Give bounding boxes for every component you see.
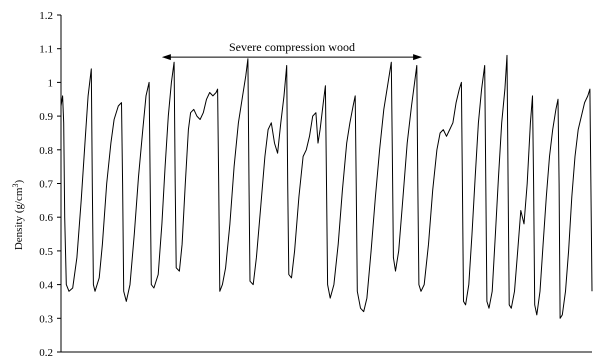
y-axis-title: Density (g/cm3) bbox=[11, 180, 25, 251]
annotation-arrowhead-right bbox=[413, 54, 423, 61]
y-axis-title-close: ) bbox=[13, 180, 25, 184]
y-tick-label: 0.5 bbox=[39, 246, 53, 258]
annotation-label: Severe compression wood bbox=[229, 40, 355, 54]
y-axis: 0.2 0.3 0.4 0.5 0.6 0.7 0.8 0.9 1 1.1 1.2 bbox=[39, 10, 592, 359]
y-tick-label: 0.9 bbox=[39, 111, 53, 123]
y-tick-label: 1.2 bbox=[39, 10, 53, 22]
y-tick-label: 0.7 bbox=[39, 179, 53, 191]
y-axis-title-superscript: 3 bbox=[11, 184, 20, 188]
y-tick-label: 0.8 bbox=[39, 145, 53, 157]
y-axis-title-main: Density (g/cm bbox=[13, 187, 25, 250]
annotation-severe-compression-wood: Severe compression wood bbox=[161, 40, 423, 61]
y-tick-label: 0.6 bbox=[39, 212, 53, 224]
y-tick-label: 1.1 bbox=[39, 44, 53, 56]
y-ticks: 0.2 0.3 0.4 0.5 0.6 0.7 0.8 0.9 1 1.1 1.2 bbox=[39, 10, 61, 359]
y-tick-label: 1 bbox=[48, 77, 54, 89]
y-tick-label: 0.3 bbox=[39, 313, 53, 325]
annotation-arrowhead-left bbox=[161, 54, 171, 61]
density-series-line bbox=[60, 54, 593, 319]
y-tick-label: 0.2 bbox=[39, 347, 53, 359]
y-tick-label: 0.4 bbox=[39, 280, 53, 292]
